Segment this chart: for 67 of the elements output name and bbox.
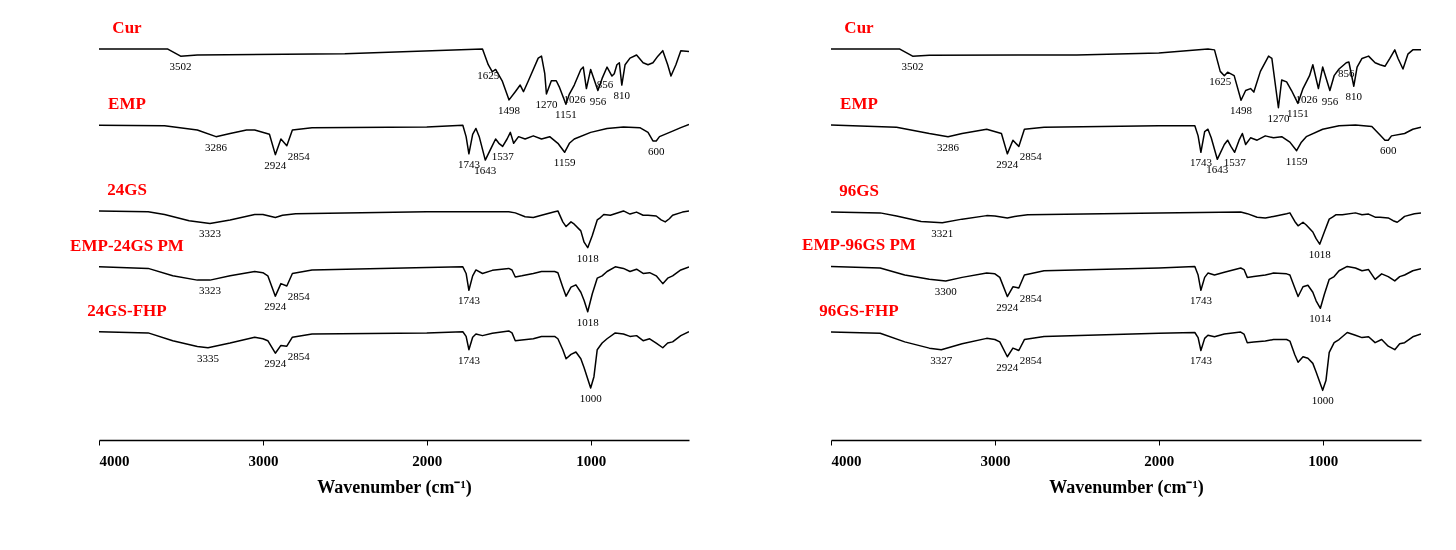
annotation: 3327 <box>930 353 953 366</box>
annotation: 2854 <box>1019 291 1043 304</box>
x-tick-label: 2000 <box>412 452 443 469</box>
annotation: 3335 <box>196 351 220 364</box>
annotation: 1000 <box>579 392 603 405</box>
annotation: 956 <box>589 94 607 107</box>
annotation: 1014 <box>1309 312 1332 325</box>
annotation: 810 <box>1345 90 1363 103</box>
annotation: 1498 <box>498 103 521 116</box>
annotation: 1743 <box>457 353 481 366</box>
annotation: 3300 <box>934 284 958 297</box>
annotation: 2924 <box>264 300 287 313</box>
annotation: 3321 <box>931 226 954 239</box>
annotation: 1018 <box>576 315 600 328</box>
annotation: 2854 <box>287 350 311 363</box>
series-label: 96GS <box>839 181 879 201</box>
x-axis-title: Wavenumber (cm⁻¹) <box>1049 476 1204 498</box>
x-axis-title: Wavenumber (cm⁻¹) <box>317 476 472 498</box>
x-tick-label: 4000 <box>831 452 862 469</box>
x-tick-label: 2000 <box>1144 452 1175 469</box>
series-label: EMP <box>108 94 146 114</box>
annotation: 956 <box>1321 94 1339 107</box>
annotation: 2924 <box>996 157 1019 170</box>
annotation: 1537 <box>491 150 515 163</box>
annotation: 2924 <box>996 300 1019 313</box>
annotation: 1743 <box>1189 354 1213 367</box>
annotation: 1000 <box>1311 394 1335 407</box>
series-label: 24GS-FHP <box>87 300 167 320</box>
annotation: 3286 <box>205 140 228 153</box>
series-label: 24GS <box>107 179 147 199</box>
annotation: 2854 <box>287 149 311 162</box>
annotation: 1498 <box>1230 104 1253 117</box>
annotation: 1743 <box>1189 294 1213 307</box>
x-tick-label: 3000 <box>980 452 1011 469</box>
annotation: 1270 <box>535 98 558 111</box>
annotation: 1151 <box>555 108 577 121</box>
annotation: 1018 <box>1308 248 1332 261</box>
x-tick-label: 4000 <box>99 452 130 469</box>
annotation: 1625 <box>477 68 500 81</box>
series-label: Cur <box>112 18 143 38</box>
x-tick-label: 3000 <box>248 452 279 469</box>
series-label: 96GS-FHP <box>819 301 899 321</box>
series-label: EMP-96GS PM <box>802 235 916 255</box>
annotation: 810 <box>613 89 631 102</box>
annotation: 3286 <box>937 140 960 153</box>
x-tick-label: 1000 <box>576 452 607 469</box>
annotation: 3323 <box>198 227 222 240</box>
annotation: 3502 <box>169 60 192 73</box>
series-label: Cur <box>844 18 875 38</box>
annotation: 2924 <box>996 360 1019 373</box>
series-label: EMP <box>840 93 878 113</box>
series-label: EMP-24GS PM <box>70 235 184 255</box>
annotation: 600 <box>1379 144 1397 157</box>
annotation: 1018 <box>576 251 600 264</box>
annotation: 2924 <box>264 158 287 171</box>
annotation: 2924 <box>264 357 287 370</box>
annotation: 2854 <box>1019 354 1043 367</box>
x-tick-label: 1000 <box>1308 452 1339 469</box>
annotation: 2854 <box>1019 150 1043 163</box>
annotation: 1159 <box>1285 154 1308 167</box>
annotation: 1743 <box>457 294 481 307</box>
annotation: 2854 <box>287 289 311 302</box>
annotation: 3323 <box>198 284 222 297</box>
annotation: 1625 <box>1209 75 1232 88</box>
annotation: 3502 <box>901 60 924 73</box>
annotation: 600 <box>647 144 665 157</box>
annotation: 1159 <box>553 156 576 169</box>
